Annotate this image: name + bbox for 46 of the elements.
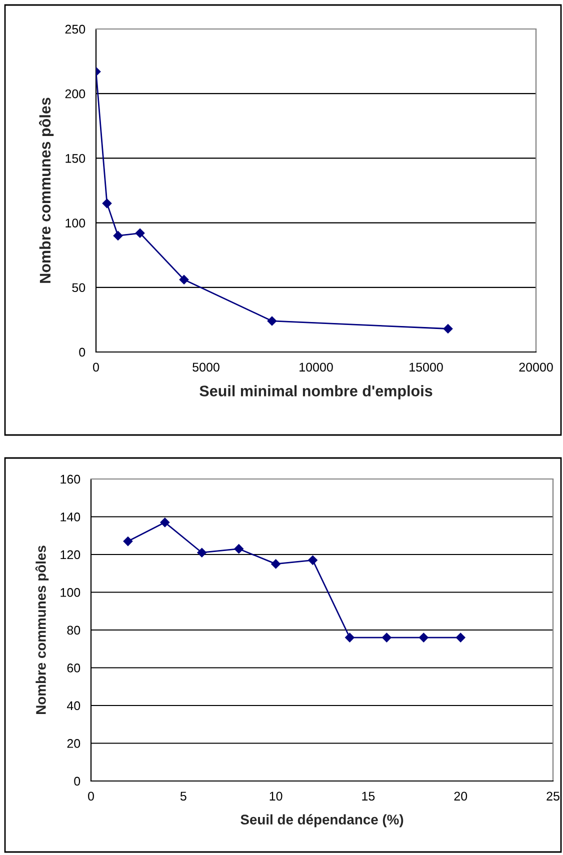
point [443, 324, 453, 334]
y-tick-label: 80 [67, 626, 80, 635]
point [308, 556, 318, 565]
x-axis-title: Seuil minimal nombre d'emplois [200, 385, 432, 400]
x-tick-label: 20 [454, 792, 468, 801]
point [234, 544, 244, 554]
point [135, 228, 145, 238]
x-tick-label: 15000 [410, 362, 443, 372]
y-tick-label: 100 [60, 588, 80, 597]
y-tick-label: 250 [65, 24, 86, 34]
point [345, 632, 354, 642]
y-axis-title: Nombre communes pôles [35, 546, 49, 714]
x-tick-label: 0 [88, 792, 94, 801]
y-tick-label: 140 [60, 512, 80, 522]
y-axis-title: Nombre communes pôles [39, 98, 54, 283]
y-tick-label: 150 [66, 154, 86, 163]
x-tick-label: 25 [546, 792, 560, 801]
y-tick-label: 0 [79, 348, 86, 357]
y-tick-label: 20 [67, 739, 80, 748]
x-tick-label: 15 [362, 792, 375, 801]
point [160, 518, 170, 528]
x-tick-label: 10 [270, 792, 282, 801]
point [102, 198, 112, 208]
x-tick-label: 10000 [300, 362, 333, 372]
point [456, 632, 466, 642]
point [113, 231, 123, 240]
y-tick-label: 60 [67, 664, 80, 672]
y-tick-label: 50 [72, 283, 86, 292]
x-tick-label: 5000 [192, 362, 220, 372]
point [267, 316, 277, 326]
point [419, 632, 428, 642]
y-tick-label: 0 [74, 776, 80, 786]
y-tick-label: 100 [66, 218, 86, 228]
x-tick-label: 5 [180, 792, 186, 801]
y-tick-label: 40 [66, 701, 80, 710]
point [123, 536, 133, 546]
x-axis-title: Seuil de dépendance (%) [240, 814, 404, 828]
y-tick-label: 200 [65, 89, 86, 98]
point [197, 548, 207, 558]
point [271, 559, 280, 569]
point [179, 275, 189, 284]
y-tick-label: 160 [60, 474, 80, 484]
point [382, 632, 392, 642]
x-tick-label: 20000 [519, 362, 553, 372]
x-tick-label: 0 [93, 362, 99, 372]
y-tick-label: 120 [60, 550, 80, 560]
